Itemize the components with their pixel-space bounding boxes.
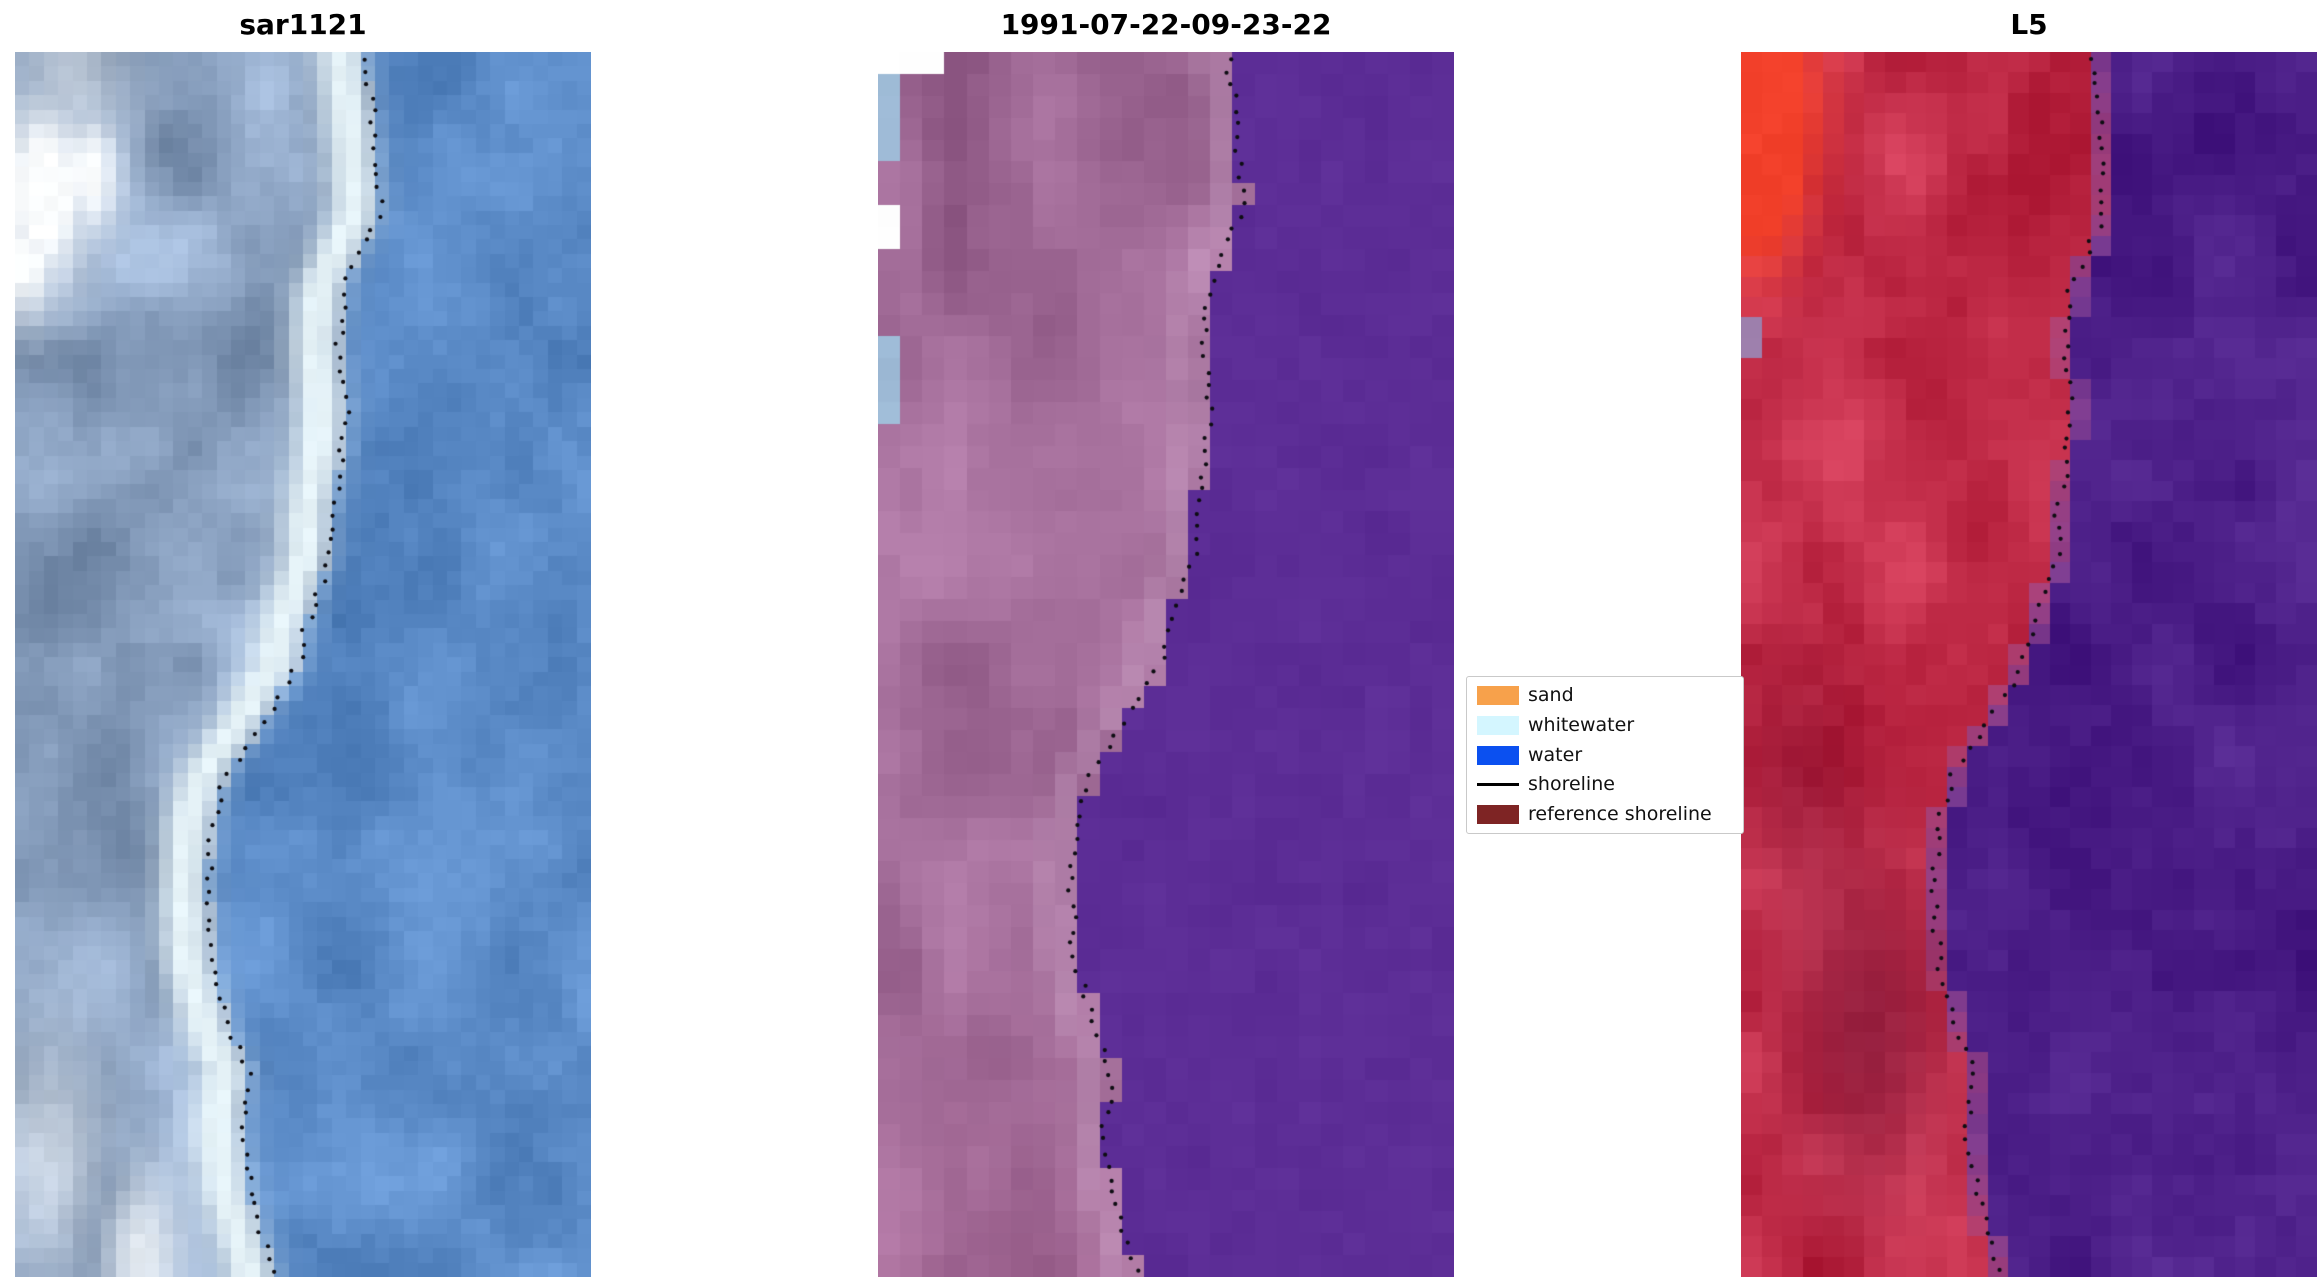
legend-swatch-reference-shoreline <box>1477 805 1519 824</box>
legend-item-whitewater: whitewater <box>1477 713 1733 736</box>
panel-title-sar: sar1121 <box>239 8 367 41</box>
legend-label-water: water <box>1528 743 1583 766</box>
panel-classified: 1991-07-22-09-23-22 <box>878 8 1454 1277</box>
legend-swatch-water <box>1477 745 1519 765</box>
legend-item-water: water <box>1477 743 1733 766</box>
legend-item-sand: sand <box>1477 686 1733 705</box>
legend-label-whitewater: whitewater <box>1528 713 1635 736</box>
sar-image-canvas <box>15 52 591 1277</box>
panel-landsat: L5 <box>1741 8 2317 1277</box>
legend-swatch-whitewater <box>1477 715 1519 735</box>
panel-sar: sar1121 <box>15 8 591 1277</box>
legend-item-shoreline: shoreline <box>1477 775 1733 794</box>
classified-image-canvas <box>878 52 1454 1277</box>
panel-title-classified: 1991-07-22-09-23-22 <box>1000 8 1332 41</box>
legend-item-reference-shoreline: reference shoreline <box>1477 805 1733 824</box>
panel-title-landsat: L5 <box>2010 8 2048 41</box>
legend-label-sand: sand <box>1528 684 1574 706</box>
legend-label-shoreline: shoreline <box>1528 773 1615 796</box>
legend: sand whitewater water shoreline reference sh… <box>1466 676 1744 834</box>
landsat-image-canvas <box>1741 52 2317 1277</box>
legend-line-sample <box>1477 783 1519 787</box>
legend-label-reference-shoreline: reference shoreline <box>1528 803 1712 825</box>
legend-swatch-sand <box>1477 686 1519 705</box>
legend-swatch-shoreline <box>1477 775 1519 794</box>
